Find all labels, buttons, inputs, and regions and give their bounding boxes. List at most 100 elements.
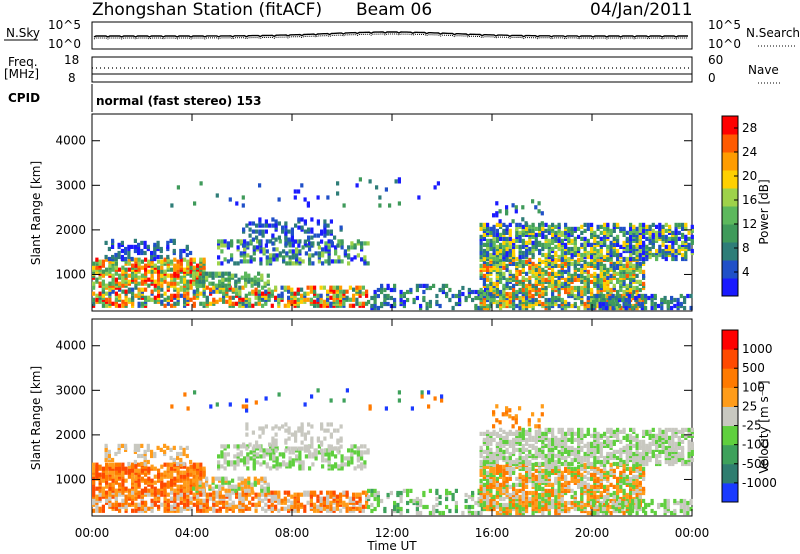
range-cell: [329, 422, 333, 427]
range-cell: [489, 498, 493, 504]
range-cell: [221, 271, 225, 276]
range-cell: [560, 252, 564, 258]
range-cell: [227, 488, 231, 493]
range-cell: [425, 301, 429, 307]
range-cell: [287, 285, 291, 290]
range-cell: [287, 498, 291, 503]
range-cell: [183, 494, 187, 499]
range-cell: [495, 228, 499, 233]
range-cell: [287, 303, 291, 308]
range-cell: [534, 279, 538, 284]
range-cell: [551, 498, 555, 504]
range-cell: [492, 248, 496, 254]
range-cell: [307, 235, 311, 240]
range-cell: [608, 295, 612, 301]
range-cell: [498, 219, 502, 224]
range-cell: [249, 239, 253, 244]
range-cell: [183, 293, 187, 298]
range-cell: [244, 484, 248, 489]
range-cell: [311, 253, 315, 258]
range-cell: [287, 229, 291, 234]
range-cell: [244, 271, 248, 276]
range-cell: [238, 285, 242, 290]
range-cell: [140, 287, 144, 292]
range-cell: [114, 470, 118, 475]
range-cell: [117, 250, 121, 256]
range-cell: [140, 240, 144, 245]
range-cell: [163, 502, 167, 507]
range-cell: [217, 255, 221, 260]
range-cell: [156, 244, 160, 249]
range-cell: [282, 460, 286, 465]
range-cell: [215, 289, 219, 294]
range-cell: [505, 257, 509, 262]
range-cell: [534, 232, 538, 237]
range-cell: [499, 232, 503, 237]
range-cell: [363, 450, 367, 455]
range-cell: [492, 228, 496, 233]
range-cell: [360, 462, 364, 467]
range-cell: [599, 508, 603, 514]
range-cell: [124, 466, 128, 471]
range-cell: [218, 506, 222, 511]
range-cell: [144, 257, 148, 262]
range-cell: [358, 301, 362, 306]
range-cell: [313, 448, 317, 453]
range-cell: [482, 482, 486, 487]
range-cell: [502, 303, 506, 309]
range-cell: [505, 205, 509, 210]
range-cell: [635, 242, 639, 247]
range-cell: [215, 508, 219, 513]
range-cell: [157, 281, 161, 286]
range-cell: [534, 490, 538, 496]
range-cell: [105, 462, 109, 467]
range-cell: [525, 287, 529, 293]
range-cell: [538, 226, 542, 231]
range-cell: [127, 250, 131, 256]
range-cell: [538, 287, 542, 293]
colorbar-swatch: [722, 134, 738, 153]
range-cell: [335, 285, 339, 290]
range-cell: [619, 226, 623, 231]
range-cell: [287, 430, 291, 435]
range-cell: [538, 240, 542, 245]
range-cell: [261, 498, 265, 503]
range-cell: [499, 271, 503, 276]
range-cell: [577, 291, 581, 297]
range-cell: [655, 248, 659, 254]
range-cell: [612, 250, 616, 256]
range-cell: [590, 287, 594, 293]
range-cell: [313, 285, 317, 290]
range-cell: [127, 287, 131, 292]
range-cell: [127, 279, 131, 284]
range-cell: [365, 289, 369, 294]
range-cell: [274, 442, 278, 447]
range-cell: [564, 261, 568, 266]
range-cell: [625, 246, 629, 252]
range-cell: [179, 457, 183, 463]
range-cell: [111, 273, 115, 278]
range-cell: [644, 299, 648, 305]
range-cell: [183, 257, 187, 262]
range-cell: [137, 482, 141, 487]
range-cell: [534, 226, 538, 231]
range-cell: [577, 267, 581, 272]
range-cell: [137, 494, 141, 499]
range-cell: [380, 301, 384, 307]
range-cell: [179, 279, 183, 284]
range-cell: [642, 259, 646, 264]
range-cell: [233, 444, 237, 449]
range-cell: [681, 232, 685, 237]
range-cell: [486, 478, 490, 483]
range-cell: [183, 267, 187, 272]
noise-tick-bottom-right: 10^0: [708, 37, 741, 51]
range-cell: [428, 488, 432, 493]
range-cell: [428, 299, 432, 305]
range-cell: [547, 283, 551, 288]
range-cell: [674, 238, 678, 243]
range-cell: [551, 261, 555, 266]
range-cell: [661, 230, 665, 235]
range-cell: [599, 236, 603, 241]
range-cell: [140, 279, 144, 284]
range-cell: [326, 508, 330, 513]
